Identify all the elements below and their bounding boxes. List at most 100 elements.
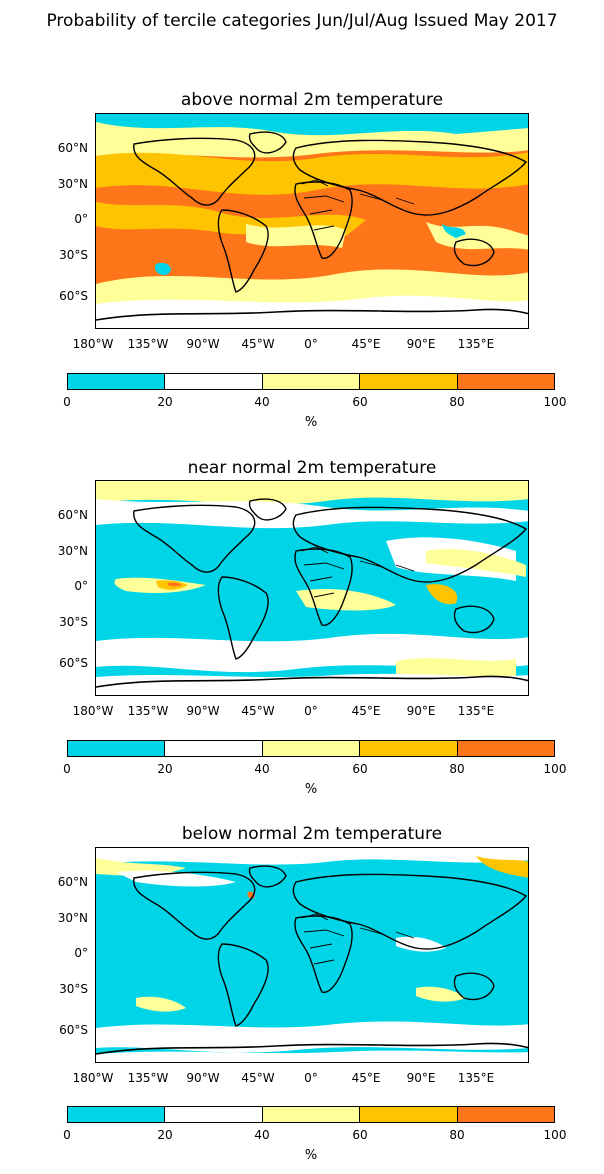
map-above-normal[interactable] [95, 113, 529, 329]
south-america-outline [217, 943, 269, 1027]
lon-label-above: 90°W [186, 337, 220, 351]
south-america-outline [217, 209, 269, 293]
cyan-patch-2 [154, 262, 171, 276]
lon-label-below: 135°W [127, 1071, 169, 1085]
colorbar-segment [457, 741, 555, 756]
lon-label-below: 45°W [241, 1071, 275, 1085]
colorbar-above [67, 373, 555, 390]
colorbar-tick-near: 80 [449, 762, 465, 776]
country-borders [301, 179, 415, 231]
map-below-normal[interactable] [95, 847, 529, 1063]
antarctic-white [96, 295, 528, 328]
pacific-south-yellow [136, 996, 186, 1012]
australia-outline [453, 605, 495, 634]
lat-label-near: 60°S [59, 656, 88, 670]
colorbar-tick-above: 100 [543, 395, 567, 409]
high-lat-band [96, 122, 528, 158]
colorbar-segment [68, 1107, 166, 1122]
north-america-outline [133, 504, 256, 573]
colorbar-tick-near: 0 [63, 762, 71, 776]
high-lat-white [96, 499, 528, 529]
figure-title: Probability of tercile categories Jun/Ju… [46, 11, 558, 31]
lon-label-near: 90°W [186, 704, 220, 718]
lon-label-near: 45°E [351, 704, 381, 718]
lon-label-above: 45°E [351, 337, 381, 351]
antarctica-outline [96, 308, 528, 321]
lon-label-near: 135°E [457, 704, 495, 718]
lon-label-above: 0° [304, 337, 318, 351]
australia-outline [453, 972, 495, 1001]
lat-label-above: 60°S [59, 289, 88, 303]
lon-label-above: 135°E [457, 337, 495, 351]
lon-label-near: 45°W [241, 704, 275, 718]
lon-label-below: 90°W [186, 1071, 220, 1085]
country-borders [301, 546, 415, 598]
atlantic-yellow [296, 588, 396, 611]
mid-lat-band [96, 152, 528, 195]
colorbar-tick-above: 20 [157, 395, 173, 409]
antarctica-outline [96, 675, 528, 688]
colorbar-tick-above: 60 [352, 395, 368, 409]
lon-label-above: 45°W [241, 337, 275, 351]
lon-label-below: 0° [304, 1071, 318, 1085]
colorbar-tick-below: 20 [157, 1128, 173, 1142]
north-america-outline [133, 137, 256, 206]
colorbar-segment [360, 741, 458, 756]
colorbar-segment [262, 374, 361, 389]
colorbar-tick-below: 60 [352, 1128, 368, 1142]
colorbar-segment [68, 374, 166, 389]
cyan-patch-1 [442, 224, 466, 238]
lat-label-below: 60°S [59, 1023, 88, 1037]
lon-label-above: 135°W [127, 337, 169, 351]
arctic-white [96, 848, 528, 865]
colorbar-unit-near: % [304, 782, 318, 797]
antarctica-outline [96, 1042, 528, 1055]
colorbar-tick-near: 20 [157, 762, 173, 776]
colorbar-segment [360, 1107, 458, 1122]
lon-label-above: 90°E [406, 337, 436, 351]
greenland-outline [248, 131, 287, 154]
colorbar-tick-below: 0 [63, 1128, 71, 1142]
antarctic-white [96, 673, 528, 695]
colorbar-segment [165, 741, 263, 756]
lon-label-below: 45°E [351, 1071, 381, 1085]
lon-label-below: 90°E [406, 1071, 436, 1085]
arctic-yellow-west [96, 858, 186, 876]
eurasia-outline [292, 506, 528, 583]
north-white [116, 870, 236, 887]
colorbar-segment [457, 1107, 555, 1122]
lat-label-near: 60°N [57, 508, 88, 522]
south-america-outline [217, 576, 269, 660]
atlantic-patch [246, 224, 346, 248]
colorbar-segment [262, 1107, 361, 1122]
colorbar-segment [457, 374, 555, 389]
panel-title-near: near normal 2m temperature [187, 458, 437, 478]
colorbar-tick-below: 40 [254, 1128, 270, 1142]
map-near-normal[interactable] [95, 480, 529, 696]
africa-outline [294, 181, 353, 259]
lat-label-below: 60°N [57, 875, 88, 889]
lon-label-near: 135°W [127, 704, 169, 718]
lat-label-above: 30°N [57, 177, 88, 191]
australia-outline [453, 238, 495, 267]
colorbar-tick-above: 80 [449, 395, 465, 409]
eurasia-outline [292, 139, 528, 216]
lon-label-below: 180°W [72, 1071, 114, 1085]
colorbar-segment [262, 741, 361, 756]
lon-label-below: 135°E [457, 1071, 495, 1085]
lat-label-below: 30°S [59, 982, 88, 996]
lat-label-above: 60°N [57, 141, 88, 155]
lon-label-near: 0° [304, 704, 318, 718]
colorbar-tick-near: 100 [543, 762, 567, 776]
colorbar-unit-above: % [304, 415, 318, 430]
arctic-yellow [96, 481, 528, 505]
colorbar-segment [165, 1107, 263, 1122]
lat-label-above: 30°S [59, 248, 88, 262]
lat-label-below: 30°N [57, 911, 88, 925]
pacific-red [168, 582, 182, 587]
indian-ocean-yellow [416, 986, 466, 1002]
colorbar-tick-above: 40 [254, 395, 270, 409]
lat-label-near: 0° [74, 579, 88, 593]
country-borders [301, 913, 415, 965]
lon-label-above: 180°W [72, 337, 114, 351]
